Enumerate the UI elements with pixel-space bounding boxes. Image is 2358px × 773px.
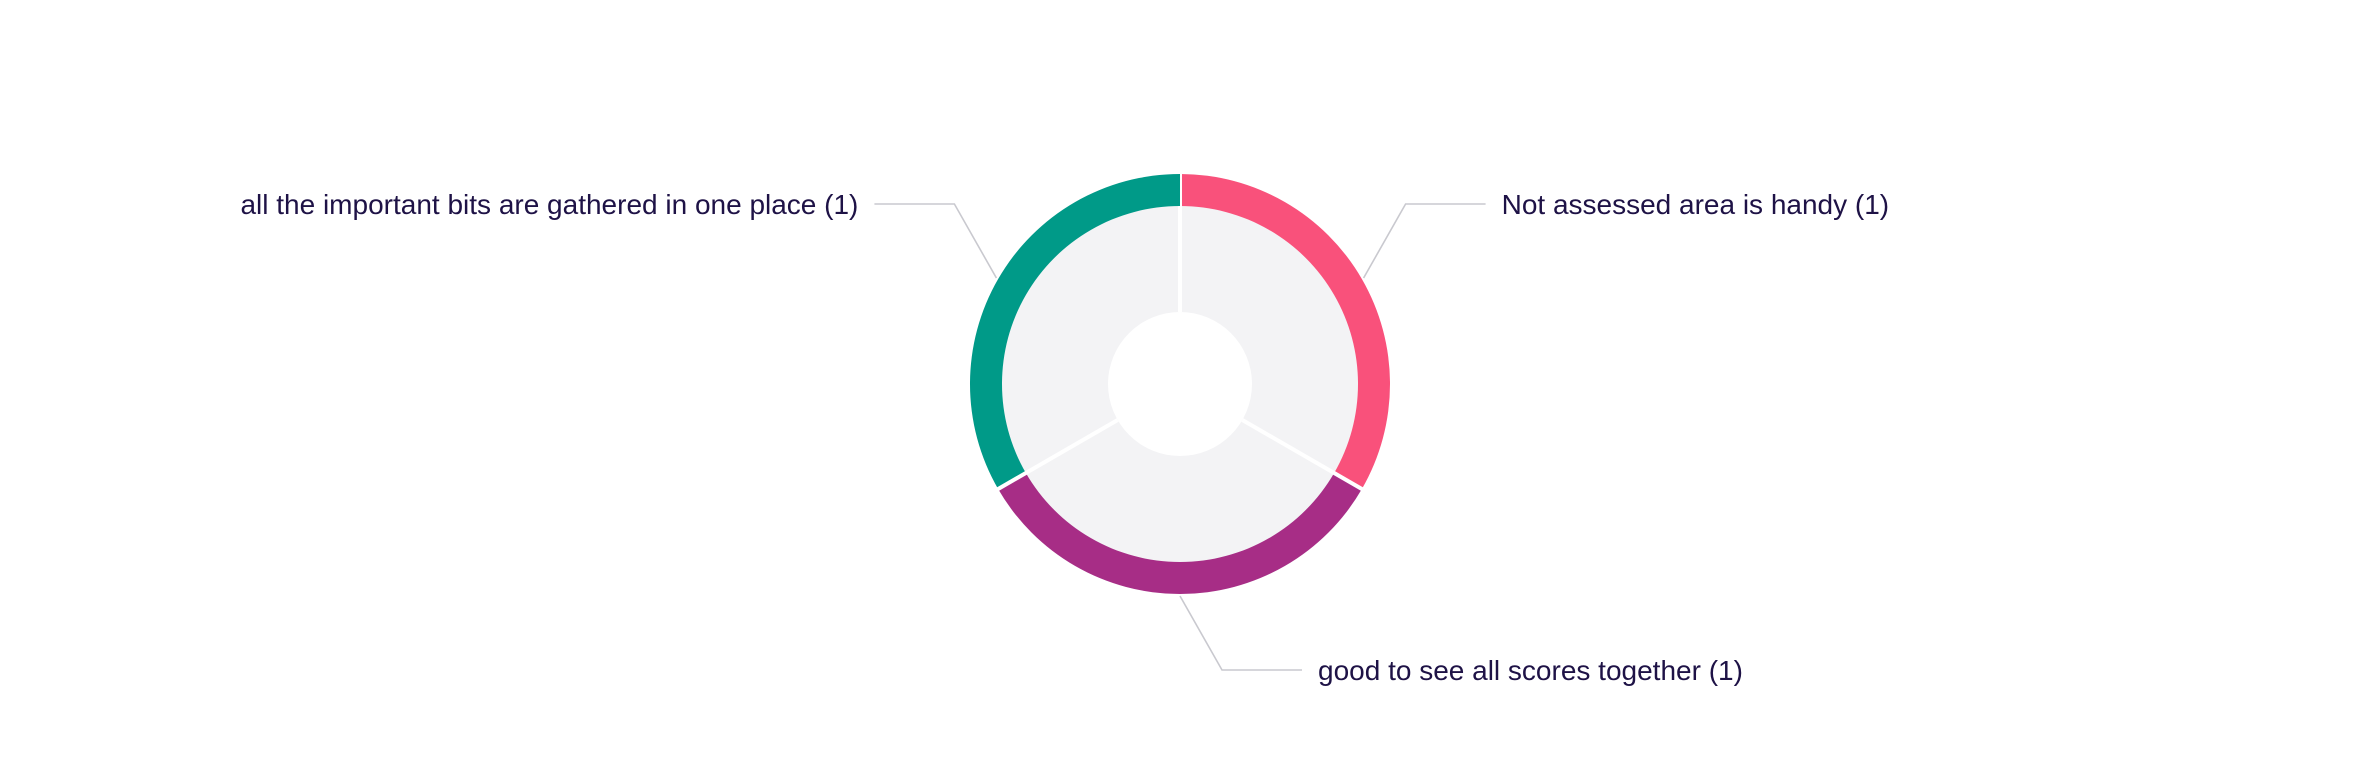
slice-all-the-important-bits-are-gathered-in-one-place-1: [970, 174, 1180, 489]
slice-label-good-to-see-all-scores-together-1: good to see all scores together (1): [1318, 655, 1743, 686]
connector-all-the-important-bits-are-gathered-in-one-place-1: [874, 203, 998, 279]
connector-good-to-see-all-scores-together-1: [1179, 595, 1302, 671]
chart-slices: [970, 172, 1391, 595]
chart-center: [1108, 312, 1252, 456]
donut-hole: [1108, 312, 1252, 456]
chart-labels: Not assessed area is handy (1) good to se…: [240, 189, 1889, 686]
slice-not-assessed-area-is-handy-1: [1180, 174, 1391, 489]
slice-label-all-the-important-bits-are-gathered-in-one-place-1: all the important bits are gathered in o…: [240, 189, 858, 220]
slice-separator: [1241, 418, 1365, 492]
slice-label-not-assessed-area-is-handy-1: Not assessed area is handy (1): [1502, 189, 1890, 220]
slice-separator: [995, 418, 1119, 492]
slice-good-to-see-all-scores-together-1: [998, 473, 1362, 595]
connector-not-assessed-area-is-handy-1: [1362, 203, 1486, 279]
